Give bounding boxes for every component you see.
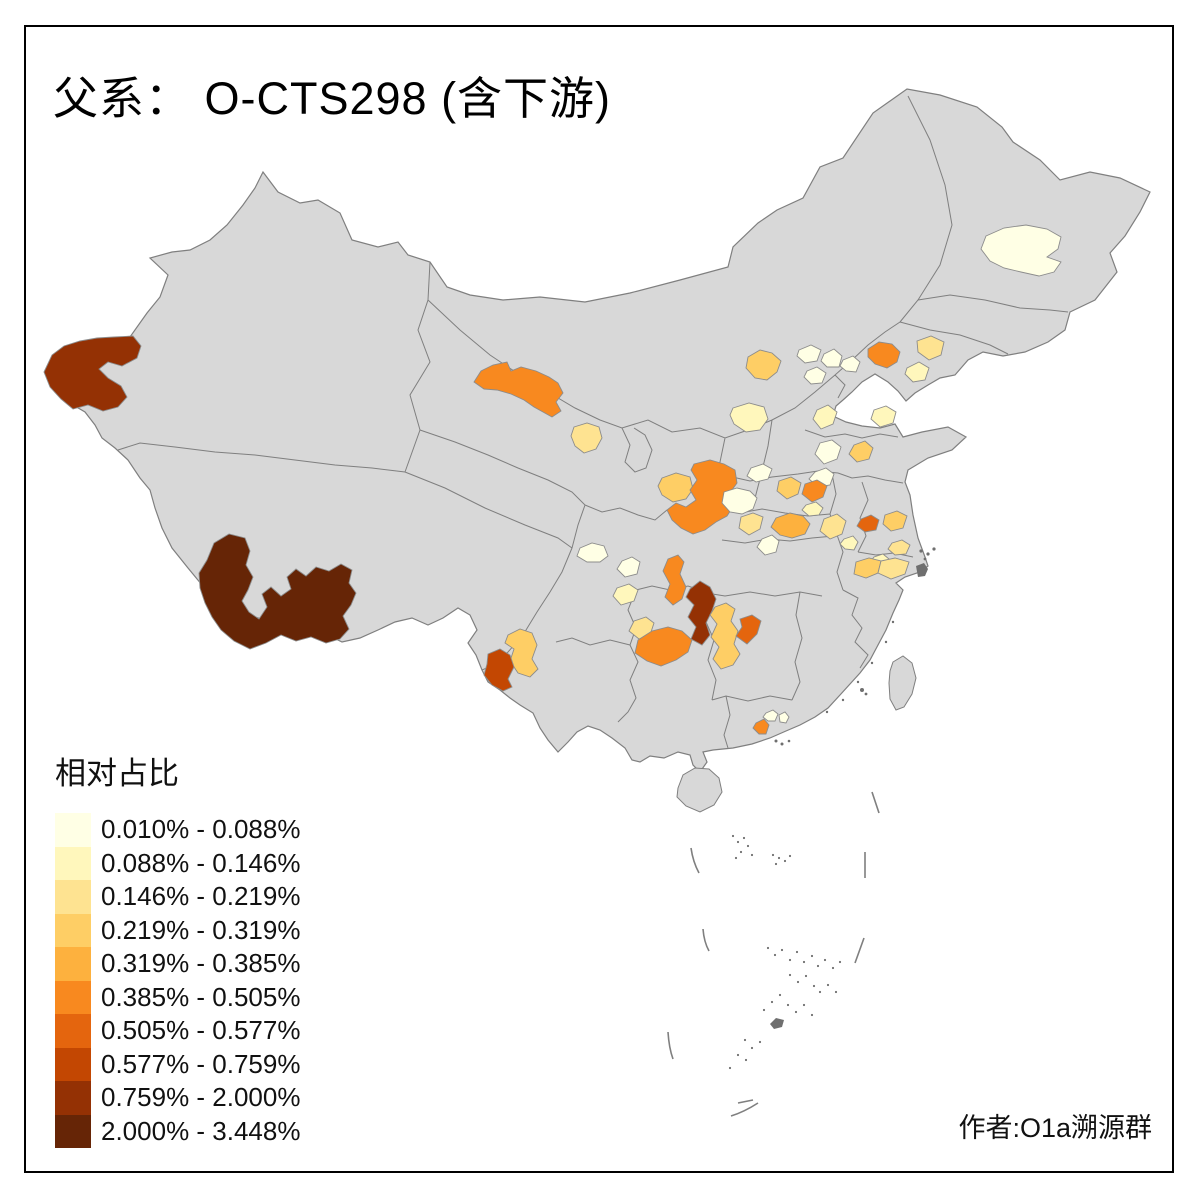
legend-swatch [55,980,91,1014]
legend-swatch [55,913,91,947]
legend-label: 0.088% - 0.146% [101,847,301,878]
legend-label: 0.010% - 0.088% [101,814,301,845]
region-guangdong-heyuan [778,711,790,724]
region-liaoning-panjin [867,341,901,369]
attribution: 作者:O1a溯源群 [958,1113,1152,1143]
region-beijing-b [820,348,843,368]
legend-swatch [55,1081,91,1115]
region-shandong-binzhou [870,405,897,428]
legend-item: 0.385% - 0.505% [55,980,301,1014]
legend-item: 0.319% - 0.385% [55,947,300,981]
region-guangdong-shanwei [752,718,770,735]
legend-label: 0.577% - 0.759% [101,1048,301,1079]
legend-item: 0.010% - 0.088% [55,813,300,847]
region-beijing-c [803,366,827,385]
legend-item: 0.505% - 0.577% [55,1014,300,1048]
legend-item: 0.759% - 2.000% [55,1081,300,1115]
legend-swatch [55,1114,91,1148]
legend-swatch [55,1047,91,1081]
legend-label: 2.000% - 3.448% [101,1115,301,1146]
spratly-islet [770,1018,784,1029]
coastal-islets [728,547,936,1070]
region-anhui-luan [819,513,847,540]
legend-swatch [55,880,91,914]
region-liaoning-fushun [916,335,945,361]
legend-swatch [55,1014,91,1048]
region-sichuan-zigong-luzhou [662,554,687,606]
legend-label: 0.385% - 0.505% [101,981,301,1012]
legend-item: 0.088% - 0.146% [55,846,301,880]
legend-item: 0.219% - 0.319% [55,913,301,947]
taiwan-island [888,655,917,711]
region-shanxi-xinzhou [729,402,769,433]
legend-swatch [55,947,91,981]
region-hebei-tangshan [839,355,861,373]
region-shanxi-linfen [746,463,773,483]
region-yunnan-baoshan [483,648,515,692]
legend-item: 0.146% - 0.219% [55,880,300,914]
region-anhui-anqing [839,535,859,551]
legend-swatch [55,813,91,847]
region-hebei-zhangjiakou [745,349,782,381]
region-shaanxi-shangluo [721,487,758,515]
region-shandong-dezhou [814,439,842,465]
legend-title: 相对占比 [55,756,179,791]
region-hubei-suizhou [756,534,780,556]
region-jiangsu-nantong [882,510,908,532]
region-zhejiang-jiaxing [877,557,910,580]
region-henan-nanyang [770,512,811,539]
legend-label: 0.146% - 0.219% [101,881,301,912]
region-sichuan-chengdu [576,542,609,563]
legend-label: 0.219% - 0.319% [101,914,301,945]
legend-item: 2.000% - 3.448% [55,1114,301,1148]
region-hebei-shijiazhuang [812,404,838,430]
region-xinjiang-kashgar [43,335,142,412]
region-hunan-shaoyang [735,614,762,645]
map-title: 父系： O-CTS298 (含下游) [53,73,612,124]
region-jiangsu-suzhou [887,539,911,556]
nine-dash-line [667,791,880,1117]
region-chongqing [685,580,717,646]
islands [676,655,917,813]
region-gansu-lanzhou [570,422,603,454]
region-guangdong-huizhou [762,709,779,722]
region-liaoning-dalian [904,361,930,383]
region-guizhou-zunyi-guiyang [634,626,693,667]
region-henan-zhengzhou [801,479,828,503]
region-jiangsu-nanjing [856,514,880,533]
legend-rows: 0.010% - 0.088% 0.088% - 0.146% 0.146% - 0… [55,813,300,1148]
legend-label: 0.319% - 0.385% [101,948,301,979]
region-gansu-pingliang [657,472,694,503]
hainan-island [676,767,723,813]
legend-item: 0.577% - 0.759% [55,1047,301,1081]
region-heilongjiang-harbin [980,224,1062,277]
region-sichuan-meishan [616,556,641,578]
region-hunan-huaihua [709,602,741,670]
region-henan-pingdingshan [801,501,824,517]
region-beijing-a [796,344,822,364]
shanghai-marker [916,563,928,577]
region-henan-luoyang [776,476,802,500]
region-hubei-shiyan [738,512,764,536]
region-tibet-shigatse-lhasa [198,533,357,650]
legend-label: 0.505% - 0.577% [101,1015,301,1046]
data-regions [43,224,1062,735]
legend-label: 0.759% - 2.000% [101,1082,301,1113]
region-shaanxi-guanzhong [666,459,738,535]
legend-swatch [55,846,91,880]
region-gansu-hexi-corridor [473,361,564,418]
legend: 相对占比 0.010% - 0.088% 0.088% - 0.146% 0.146… [55,748,300,1148]
region-sichuan-leshan [612,583,639,606]
region-shandong-zibo [848,440,874,463]
